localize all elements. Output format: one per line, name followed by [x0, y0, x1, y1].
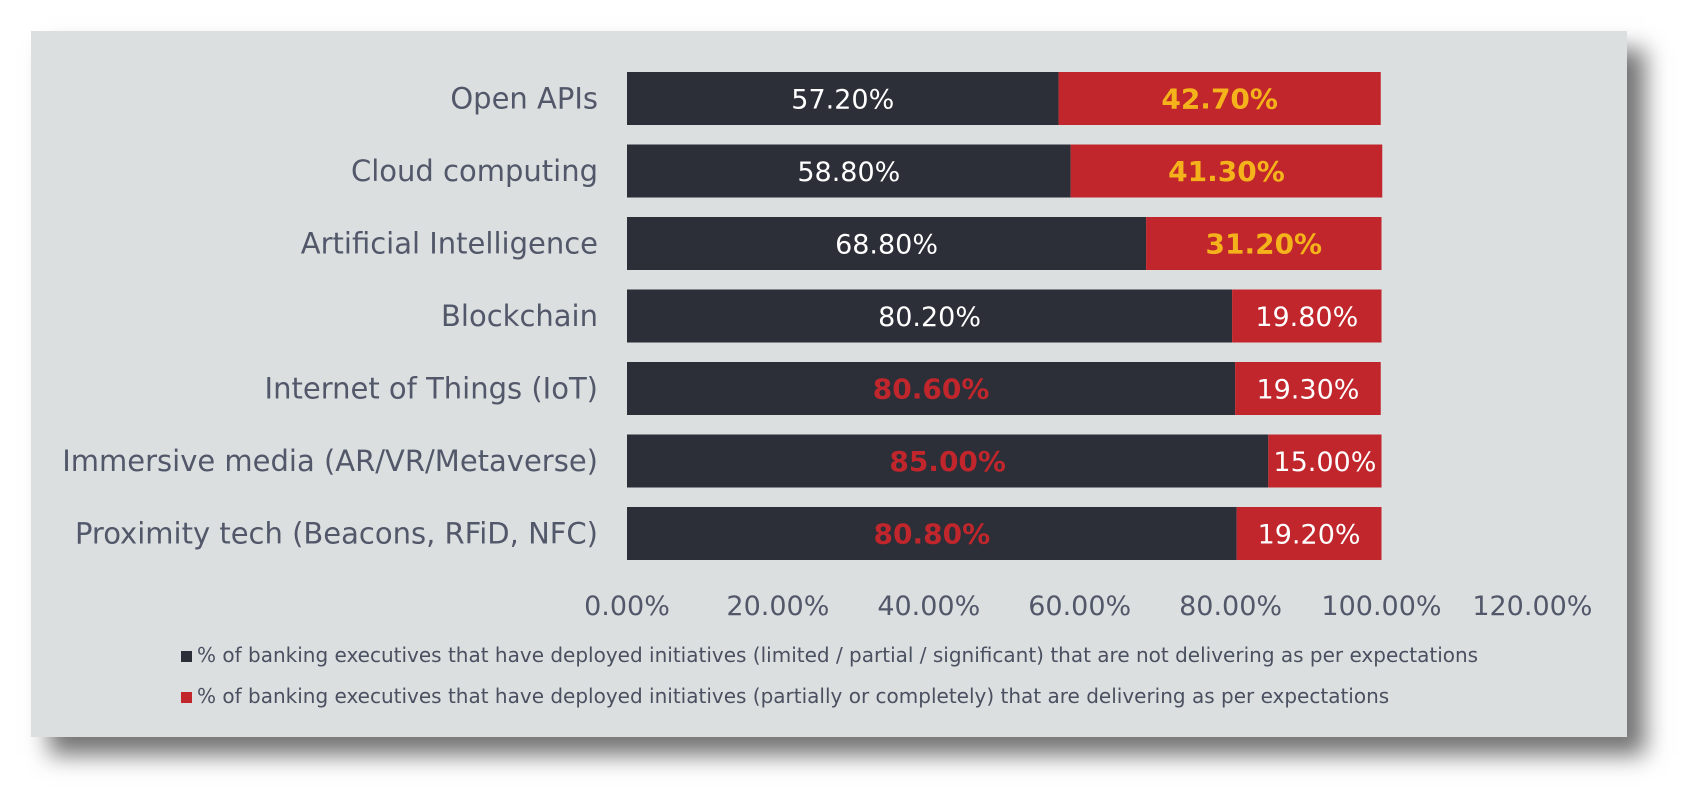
bar-segment-delivering: [1146, 217, 1382, 270]
data-label: 58.80%: [797, 157, 900, 188]
legend-swatch: [181, 692, 192, 703]
x-axis-tick-labels: 0.00% 20.00% 40.00% 60.00% 80.00% 100.00% 120.…: [584, 591, 1592, 622]
x-tick-label: 80.00%: [1179, 591, 1282, 622]
bar-segment-not-delivering: [627, 217, 1147, 270]
bar-segment-delivering: [1235, 362, 1381, 415]
category-label: Cloud computing: [351, 154, 598, 188]
bar-segment-not-delivering: [627, 289, 1233, 343]
data-label: 19.30%: [1256, 375, 1359, 406]
bar-segment-not-delivering: [627, 362, 1236, 415]
data-label: 57.20%: [791, 85, 894, 116]
bar-segment-delivering: [1058, 72, 1381, 125]
data-label: 68.80%: [835, 230, 938, 261]
legend-swatch: [181, 651, 192, 662]
legend: % of banking executives that have deploy…: [181, 643, 1478, 708]
data-label: 19.20%: [1258, 520, 1361, 551]
data-label: 80.80%: [874, 518, 991, 551]
category-label: Proximity tech (Beacons, RFiD, NFC): [75, 517, 598, 551]
category-label: Open APIs: [450, 82, 598, 116]
data-label: 19.80%: [1255, 302, 1358, 333]
data-label: 80.20%: [878, 302, 981, 333]
legend-entry: % of banking executives that have deploy…: [197, 684, 1389, 708]
x-tick-label: 100.00%: [1321, 591, 1441, 622]
data-label: 85.00%: [889, 445, 1006, 478]
data-label: 80.60%: [873, 373, 990, 406]
bar-segment-delivering: [1232, 289, 1382, 343]
bar-segment-not-delivering: [627, 507, 1237, 560]
bar-segment-not-delivering: [627, 144, 1071, 198]
x-tick-label: 120.00%: [1472, 591, 1592, 622]
legend-entry: % of banking executives that have deploy…: [197, 643, 1478, 667]
x-tick-label: 60.00%: [1028, 591, 1131, 622]
category-label: Immersive media (AR/VR/Metaverse): [62, 444, 598, 478]
bars-layer: 57.20% 42.70% 58.80% 41.30% 68.80% 31.20% 80.2…: [627, 72, 1383, 560]
category-label: Artificial Intelligence: [301, 227, 598, 261]
category-labels: Open APIs Cloud computing Artificial Intel…: [62, 82, 598, 551]
data-label: 31.20%: [1205, 228, 1322, 261]
bar-segment-delivering: [1236, 507, 1382, 560]
bar-segment-delivering: [1268, 434, 1382, 488]
data-label: 15.00%: [1273, 447, 1376, 478]
bar-segment-not-delivering: [627, 72, 1059, 125]
x-tick-label: 0.00%: [584, 591, 670, 622]
data-label: 42.70%: [1161, 83, 1278, 116]
category-label: Blockchain: [441, 299, 598, 333]
x-tick-label: 20.00%: [726, 591, 829, 622]
bar-segment-delivering: [1070, 144, 1383, 198]
bar-segment-not-delivering: [627, 434, 1269, 488]
data-label: 41.30%: [1168, 155, 1285, 188]
category-label: Internet of Things (IoT): [265, 372, 598, 406]
x-tick-label: 40.00%: [877, 591, 980, 622]
